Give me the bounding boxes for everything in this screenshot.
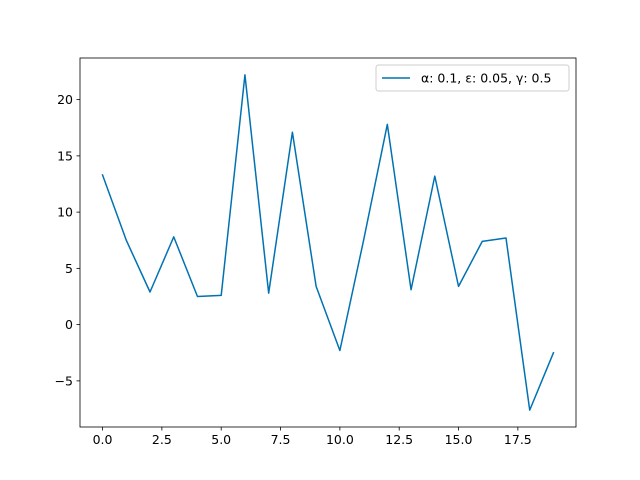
- legend-label: α: 0.1, ε: 0.05, γ: 0.5: [421, 71, 551, 86]
- x-tick-label: 2.5: [152, 432, 172, 447]
- y-tick-label: 20: [57, 92, 73, 107]
- legend: α: 0.1, ε: 0.05, γ: 0.5: [375, 64, 570, 92]
- legend-box: [375, 64, 570, 92]
- y-tick-label: 10: [57, 205, 73, 220]
- plot-area: [79, 57, 577, 428]
- x-tick-label: 0.0: [93, 432, 113, 447]
- x-tick-label: 7.5: [271, 432, 291, 447]
- x-tick-label: 17.5: [504, 432, 532, 447]
- x-tick-label: 5.0: [211, 432, 231, 447]
- y-tick-label: 0: [65, 317, 73, 332]
- x-tick-label: 10.0: [326, 432, 354, 447]
- x-tick-label: 12.5: [385, 432, 413, 447]
- axes-frame: [79, 57, 577, 428]
- x-tick-label: 15.0: [445, 432, 473, 447]
- y-tick-label: 5: [65, 261, 73, 276]
- axis-ticks: 0.0 2.5 5.0 7.5 10.0 12.5 15.0 17.5 −5 0 5 10 15 20: [55, 92, 532, 447]
- y-tick-label: −5: [55, 373, 73, 388]
- series-line-0: [101, 74, 555, 411]
- y-tick-label: 15: [57, 148, 73, 163]
